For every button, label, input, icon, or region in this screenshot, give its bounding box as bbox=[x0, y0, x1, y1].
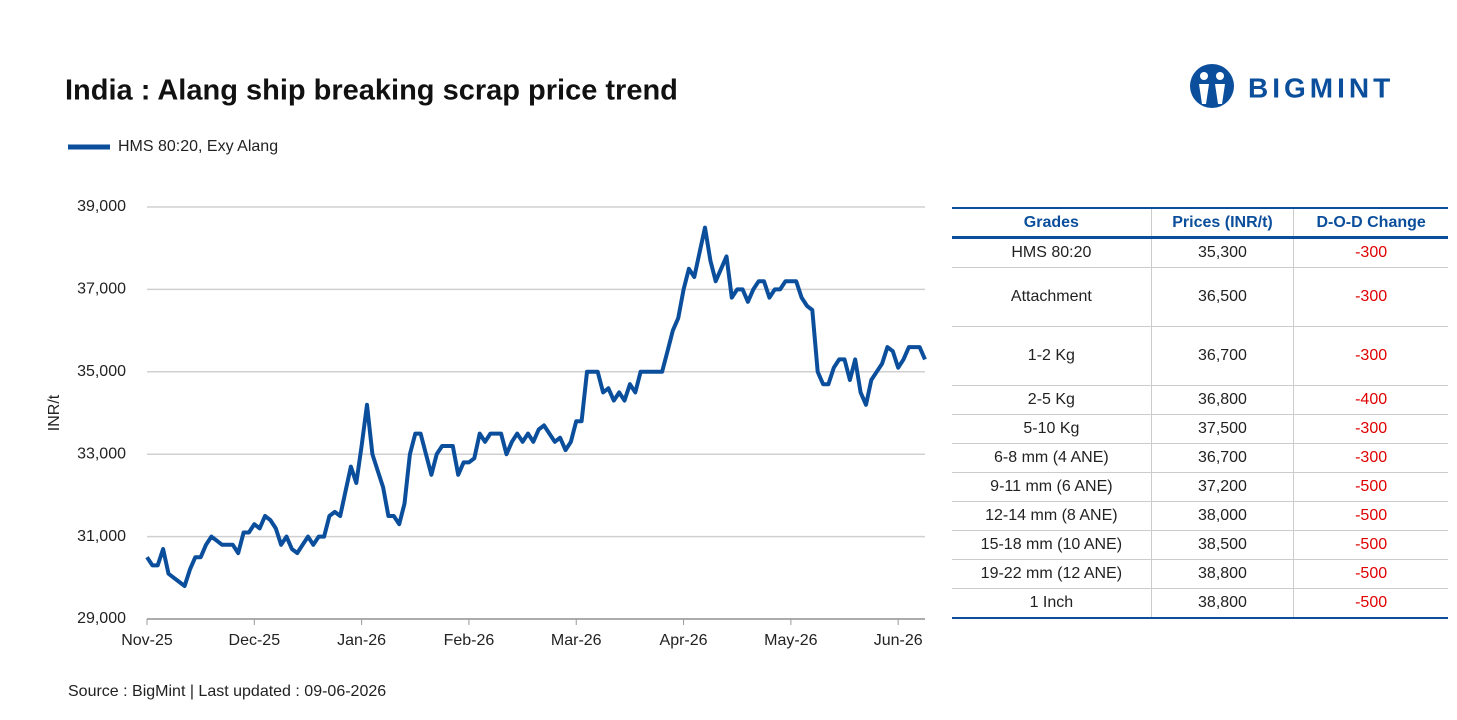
table-row: Attachment 36,500 -300 bbox=[952, 267, 1448, 327]
grade: 19-22 mm (12 ANE) bbox=[952, 559, 1152, 589]
column-header: Grades bbox=[952, 207, 1152, 239]
price-table: Grades Prices (INR/t) D-O-D Change HMS 80:2… bbox=[952, 207, 1448, 619]
change: -300 bbox=[1293, 267, 1448, 327]
grade: 2-5 Kg bbox=[952, 385, 1152, 415]
price: 36,500 bbox=[1150, 267, 1294, 327]
change: -400 bbox=[1293, 385, 1448, 415]
grade: 1 Inch bbox=[952, 588, 1152, 619]
price-line bbox=[145, 225, 927, 588]
change: -300 bbox=[1293, 443, 1448, 473]
table-row: 1 Inch 38,800 -500 bbox=[952, 588, 1448, 619]
x-tick-label: Nov-25 bbox=[121, 632, 173, 649]
price: 38,800 bbox=[1150, 588, 1294, 619]
x-tick-label: Feb-26 bbox=[444, 632, 495, 649]
brand: BIGMINT bbox=[1248, 72, 1394, 103]
chart-title: India : Alang ship breaking scrap price … bbox=[65, 75, 678, 107]
price: 36,700 bbox=[1150, 326, 1294, 386]
table-row: 19-22 mm (12 ANE) 38,800 -500 bbox=[952, 559, 1448, 589]
logo-icon bbox=[1190, 64, 1234, 108]
price: 36,700 bbox=[1150, 443, 1294, 473]
price: 36,800 bbox=[1150, 385, 1294, 415]
y-tick-label: 39,000 bbox=[77, 198, 126, 215]
table-row: 2-5 Kg 36,800 -400 bbox=[952, 385, 1448, 415]
price: 35,300 bbox=[1150, 237, 1294, 268]
grade: 9-11 mm (6 ANE) bbox=[952, 472, 1152, 502]
change: -500 bbox=[1293, 530, 1448, 560]
price: 37,500 bbox=[1150, 414, 1294, 444]
grade: 12-14 mm (8 ANE) bbox=[952, 501, 1152, 531]
grade: 1-2 Kg bbox=[952, 326, 1152, 386]
y-tick-label: 31,000 bbox=[77, 528, 126, 545]
column-header: Prices (INR/t) bbox=[1150, 207, 1294, 239]
grade: 6-8 mm (4 ANE) bbox=[952, 443, 1152, 473]
change: -300 bbox=[1293, 237, 1448, 268]
change: -500 bbox=[1293, 501, 1448, 531]
grade: 15-18 mm (10 ANE) bbox=[952, 530, 1152, 560]
grade: 5-10 Kg bbox=[952, 414, 1152, 444]
x-tick-label: Jan-26 bbox=[337, 632, 386, 649]
price: 38,500 bbox=[1150, 530, 1294, 560]
column-header: D-O-D Change bbox=[1293, 207, 1448, 239]
table-row: 12-14 mm (8 ANE) 38,000 -500 bbox=[952, 501, 1448, 531]
change: -500 bbox=[1293, 472, 1448, 502]
header-row: Grades Prices (INR/t) D-O-D Change bbox=[952, 207, 1448, 239]
x-tick-label: Dec-25 bbox=[229, 632, 281, 649]
price: 37,200 bbox=[1150, 472, 1294, 502]
table-row: 6-8 mm (4 ANE) 36,700 -300 bbox=[952, 443, 1448, 473]
grade: HMS 80:20 bbox=[952, 237, 1152, 268]
y-tick-label: 35,000 bbox=[77, 363, 126, 380]
table-row: 15-18 mm (10 ANE) 38,500 -500 bbox=[952, 530, 1448, 560]
x-tick-label: May-26 bbox=[764, 632, 817, 649]
change: -300 bbox=[1293, 414, 1448, 444]
table-row: 9-11 mm (6 ANE) 37,200 -500 bbox=[952, 472, 1448, 502]
table-row: 1-2 Kg 36,700 -300 bbox=[952, 326, 1448, 386]
price: 38,800 bbox=[1150, 559, 1294, 589]
change: -500 bbox=[1293, 588, 1448, 619]
price: 38,000 bbox=[1150, 501, 1294, 531]
x-tick-label: Jun-26 bbox=[874, 632, 923, 649]
y-tick-label: 29,000 bbox=[77, 610, 126, 627]
y-tick-label: 33,000 bbox=[77, 445, 126, 462]
change: -300 bbox=[1293, 326, 1448, 386]
x-tick-label: Apr-26 bbox=[660, 632, 708, 649]
x-tick-label: Mar-26 bbox=[551, 632, 602, 649]
y-axis-label: INR/t bbox=[46, 394, 63, 431]
legend-label: HMS 80:20, Exy Alang bbox=[118, 138, 278, 155]
table-row: HMS 80:20 35,300 -300 bbox=[952, 237, 1448, 268]
grade: Attachment bbox=[952, 267, 1152, 327]
y-tick-label: 37,000 bbox=[77, 281, 126, 298]
source: Source : BigMint | Last updated : 09-06-… bbox=[68, 683, 386, 700]
change: -500 bbox=[1293, 559, 1448, 589]
table-row: 5-10 Kg 37,500 -300 bbox=[952, 414, 1448, 444]
